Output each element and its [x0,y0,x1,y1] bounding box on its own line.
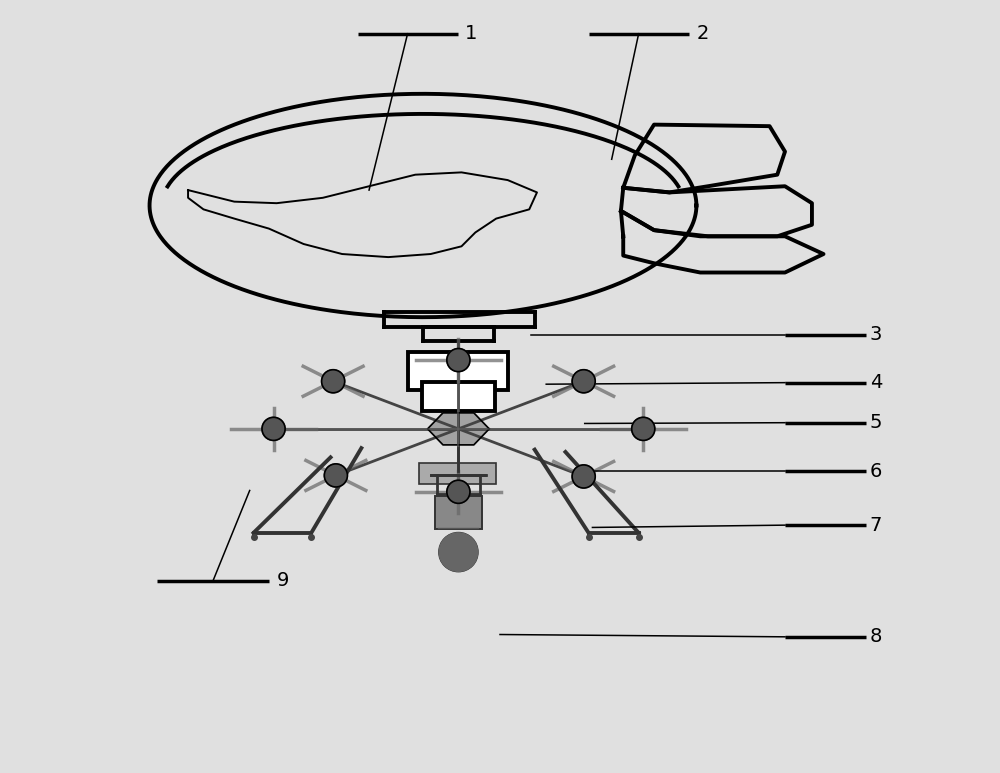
Text: 5: 5 [870,414,882,432]
Text: 2: 2 [696,24,709,43]
Text: 3: 3 [870,325,882,345]
FancyBboxPatch shape [435,495,482,529]
Circle shape [572,369,595,393]
Circle shape [572,465,595,488]
Text: 9: 9 [277,571,289,590]
Text: 7: 7 [870,516,882,535]
Text: 1: 1 [465,24,478,43]
Circle shape [324,464,347,487]
Circle shape [632,417,655,441]
FancyBboxPatch shape [408,352,508,390]
Circle shape [322,369,345,393]
Text: 4: 4 [870,373,882,392]
FancyBboxPatch shape [419,463,496,485]
FancyBboxPatch shape [422,382,495,411]
Text: 8: 8 [870,628,882,646]
Text: 6: 6 [870,461,882,481]
Circle shape [447,480,470,503]
Circle shape [262,417,285,441]
Circle shape [439,533,478,571]
Polygon shape [428,413,489,445]
Circle shape [447,349,470,372]
